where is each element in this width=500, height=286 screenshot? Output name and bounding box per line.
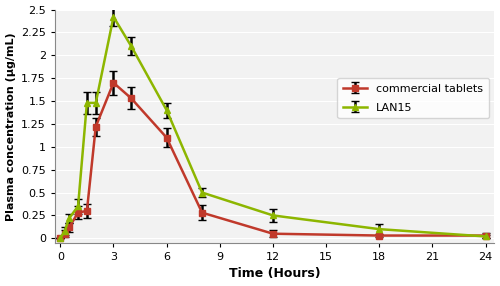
X-axis label: Time (Hours): Time (Hours) <box>229 267 320 281</box>
Y-axis label: Plasma concentration (μg/mL): Plasma concentration (μg/mL) <box>6 32 16 221</box>
Legend: commercial tablets, LAN15: commercial tablets, LAN15 <box>338 78 489 118</box>
